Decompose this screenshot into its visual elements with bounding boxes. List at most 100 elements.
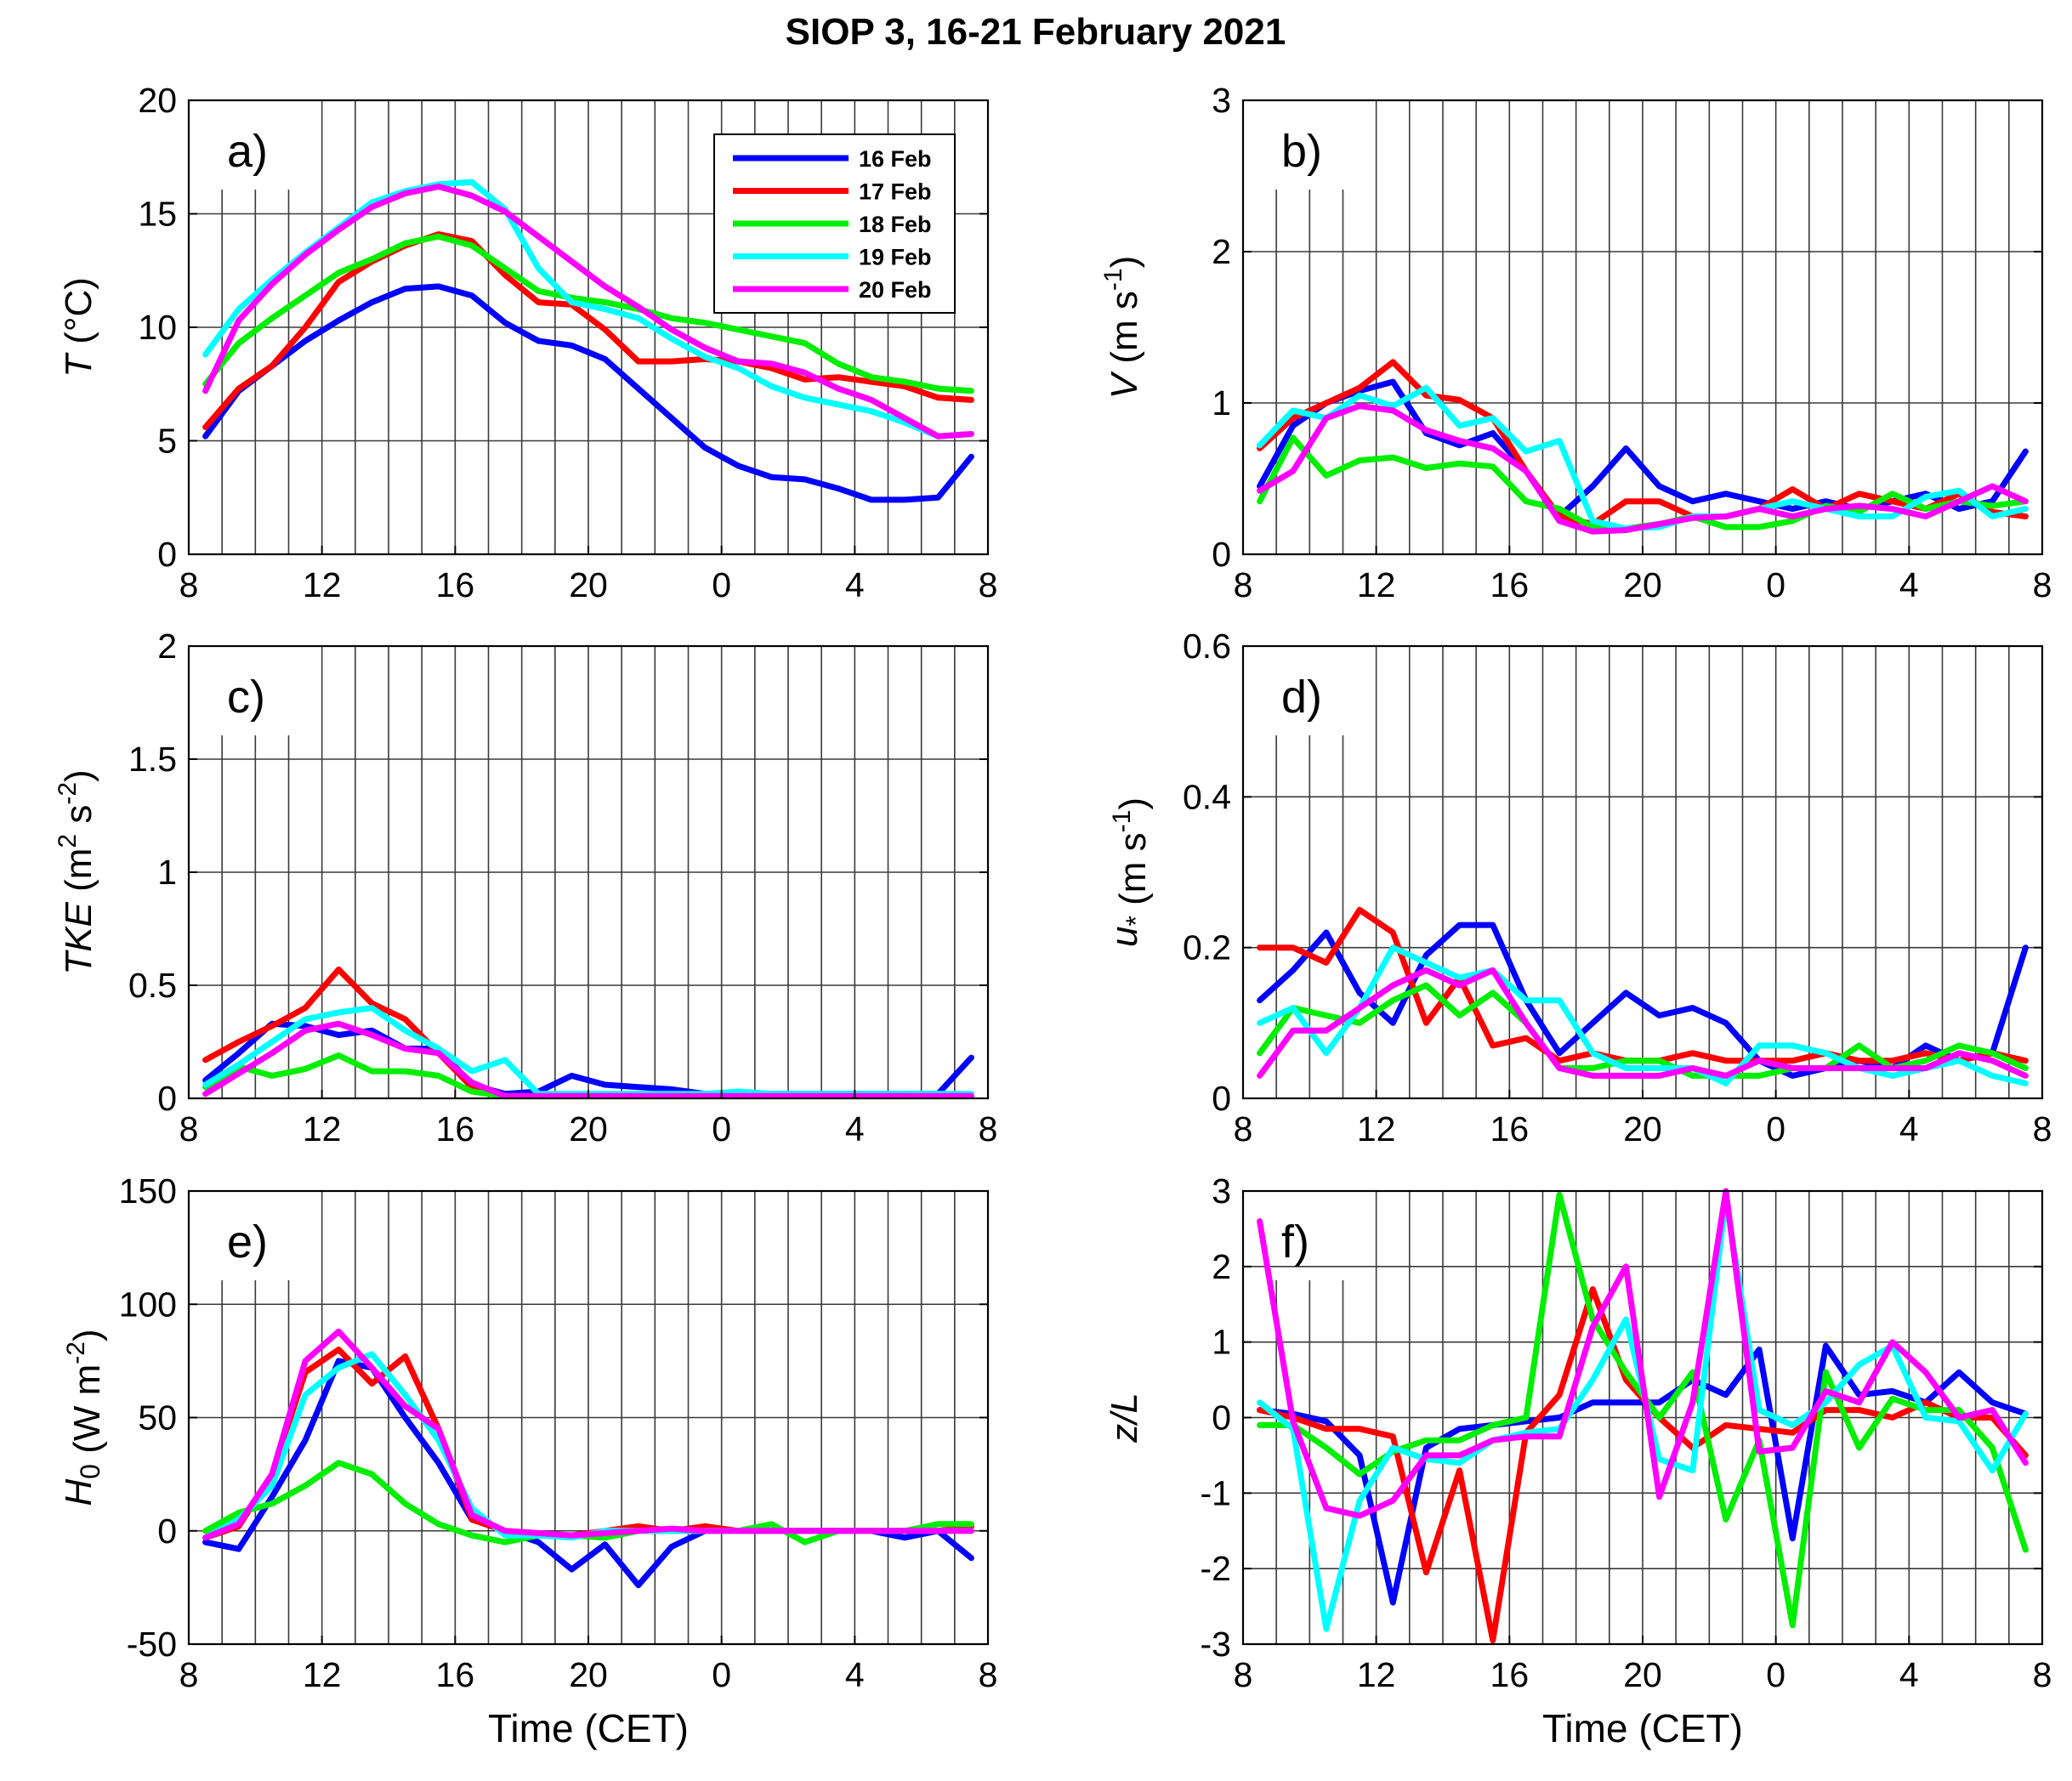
- x-tick-label: 16: [1490, 1655, 1530, 1694]
- x-tick-label: 16: [1490, 565, 1530, 604]
- y-tick-label: 3: [1212, 81, 1231, 120]
- y-tick-label: 0: [1212, 1398, 1231, 1438]
- y-tick-label: -50: [127, 1625, 177, 1664]
- x-tick-label: 16: [436, 565, 475, 604]
- y-tick-label: 2: [157, 627, 177, 666]
- y-axis-label: z/L: [1104, 1392, 1145, 1444]
- series-line-17-feb: [1257, 359, 2029, 527]
- y-tick-label: -2: [1201, 1549, 1231, 1588]
- x-tick-label: 16: [436, 1109, 475, 1149]
- x-axis-label: Time (CET): [1542, 1706, 1743, 1750]
- series-line-20-feb: [1257, 1188, 2029, 1519]
- y-axis-label-units: s: [58, 805, 99, 834]
- x-tick-label: 12: [303, 565, 342, 604]
- panel-label: d): [1281, 672, 1322, 723]
- x-tick-label: 8: [179, 1109, 199, 1149]
- legend-label: 19 Feb: [859, 245, 932, 270]
- x-tick-label: 8: [979, 565, 998, 604]
- series-line-20-feb: [1257, 403, 2029, 535]
- x-tick-label: 20: [1623, 1109, 1662, 1149]
- y-axis-label-superscript: 2: [54, 834, 82, 848]
- x-tick-label: 0: [712, 565, 731, 604]
- x-tick-label: 8: [979, 1655, 998, 1694]
- y-axis-label-symbol: H: [58, 1479, 99, 1506]
- series-line-18-feb: [202, 233, 974, 394]
- y-tick-label: 150: [119, 1171, 177, 1211]
- y-tick-label: 50: [138, 1398, 177, 1438]
- y-tick-label: 1.5: [128, 740, 177, 779]
- x-tick-label: 8: [1234, 1655, 1253, 1694]
- series-line-20-feb: [202, 184, 974, 440]
- x-tick-label: 20: [569, 1655, 608, 1694]
- x-tick-label: 4: [845, 1655, 865, 1694]
- y-axis-label: T (°C): [58, 277, 99, 377]
- x-tick-label: 16: [1490, 1109, 1530, 1149]
- y-axis-label-close: ): [1112, 797, 1154, 810]
- y-tick-label: 1: [157, 853, 177, 892]
- x-tick-label: 8: [2033, 1109, 2052, 1149]
- x-tick-label: 0: [712, 1109, 731, 1149]
- x-tick-label: 12: [1357, 1109, 1396, 1149]
- x-tick-label: 20: [569, 1109, 608, 1149]
- x-tick-label: 12: [303, 1109, 342, 1149]
- x-tick-label: 12: [303, 1655, 342, 1694]
- y-axis-label: V (m s-1): [1099, 256, 1145, 399]
- y-tick-label: 2: [1212, 1247, 1231, 1286]
- y-tick-label: 0: [157, 535, 177, 574]
- x-tick-label: 4: [1899, 565, 1919, 604]
- y-axis-label-close: ): [58, 769, 99, 782]
- x-tick-label: 8: [1234, 1109, 1253, 1149]
- y-axis-label-subscript: 0: [75, 1464, 105, 1479]
- y-tick-label: 1: [1212, 383, 1231, 423]
- panel-d: 0 0.2 0.4 0.6 8 12 16 20 0 4 8 d) u* (m s-1): [1104, 627, 2052, 1149]
- y-axis-label-symbol: u: [1104, 927, 1145, 947]
- series-line-17-feb: [202, 231, 974, 430]
- y-tick-label: 0.5: [128, 966, 177, 1005]
- y-tick-label: 0: [1212, 535, 1231, 574]
- panel-label: c): [227, 672, 265, 723]
- legend: 16 Feb 17 Feb 18 Feb 19 Feb 20 Feb: [713, 133, 956, 314]
- y-axis-label-close: ): [66, 1329, 108, 1341]
- y-tick-label: 0: [1212, 1079, 1231, 1118]
- panel-label: f): [1281, 1217, 1309, 1268]
- y-tick-label: 5: [157, 422, 177, 461]
- y-axis-label-symbol: TKE: [58, 901, 99, 974]
- x-tick-label: 20: [569, 565, 608, 604]
- series-line-20-feb: [202, 1328, 974, 1541]
- y-axis-label: TKE (m2 s-2): [54, 769, 99, 974]
- y-axis-label: H0 (W m-2): [58, 1329, 108, 1506]
- x-tick-label: 8: [2033, 1655, 2052, 1694]
- y-tick-label: 100: [119, 1285, 177, 1324]
- x-tick-label: 12: [1357, 1655, 1396, 1694]
- legend-label: 20 Feb: [859, 277, 932, 303]
- y-axis-label-units: (m s: [1112, 832, 1154, 916]
- x-tick-label: 16: [436, 1655, 475, 1694]
- y-axis-label-subscript: *: [1121, 916, 1151, 926]
- panel-label: a): [227, 126, 268, 177]
- panel-label: b): [1281, 126, 1322, 177]
- x-tick-label: 4: [845, 565, 865, 604]
- y-tick-label: 0.2: [1183, 928, 1231, 967]
- y-tick-label: 3: [1212, 1171, 1231, 1211]
- y-axis-label-symbol: z/L: [1104, 1392, 1145, 1444]
- legend-label: 16 Feb: [859, 146, 932, 172]
- panel-label: e): [227, 1217, 268, 1268]
- y-tick-label: 0.4: [1183, 777, 1231, 816]
- y-axis-label-units: (W m: [66, 1364, 108, 1464]
- x-tick-label: 0: [712, 1655, 731, 1694]
- y-tick-label: 2: [1212, 232, 1231, 271]
- y-tick-label: 1: [1212, 1323, 1231, 1362]
- y-axis-label-symbol: V: [1104, 371, 1145, 399]
- y-tick-label: -1: [1201, 1473, 1231, 1512]
- y-axis-label-close: ): [1104, 256, 1145, 269]
- y-tick-label: 20: [138, 81, 177, 120]
- x-tick-label: 20: [1623, 1655, 1662, 1694]
- x-tick-label: 8: [179, 565, 199, 604]
- y-axis-label-units: (m: [58, 848, 99, 903]
- x-tick-label: 20: [1623, 565, 1662, 604]
